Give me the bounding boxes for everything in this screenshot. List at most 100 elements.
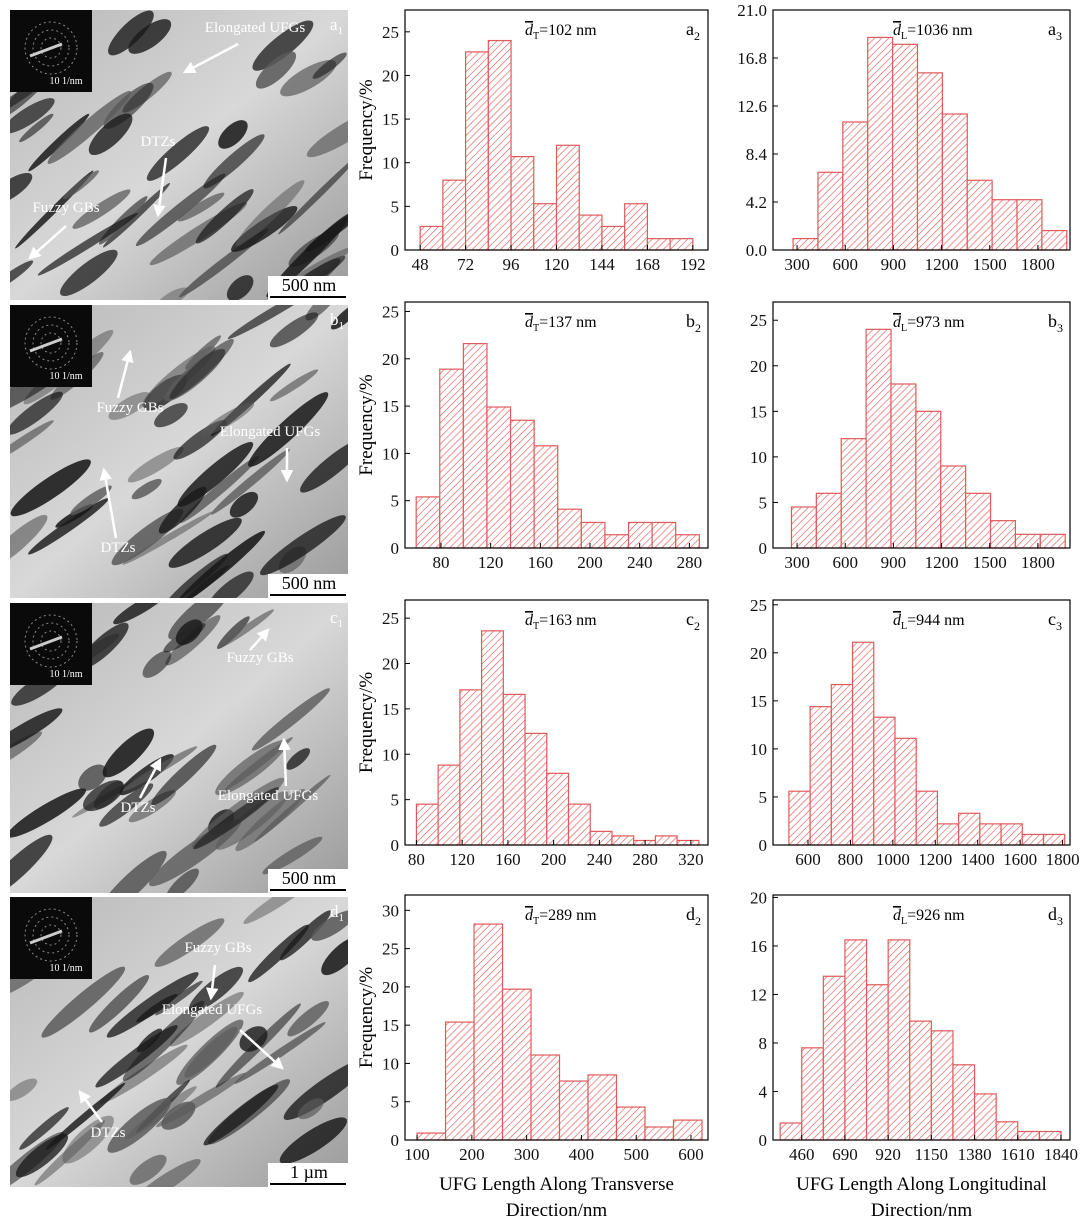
bar (627, 521, 653, 549)
x-tick-label: 200 (577, 553, 603, 572)
panel-sub: 1 (338, 618, 344, 630)
grain (287, 1001, 330, 1037)
x-tick-label: 320 (678, 850, 704, 869)
bar (465, 51, 489, 251)
panel-label: c2 (686, 609, 700, 633)
bar (558, 1080, 589, 1141)
grain (62, 1115, 114, 1164)
annotation-arrow (138, 757, 162, 799)
bar (416, 1132, 447, 1141)
grain (28, 113, 90, 172)
mean-label: dT=163 nm (525, 612, 597, 632)
grain (177, 441, 254, 507)
grain (279, 1117, 347, 1164)
grain (175, 619, 203, 646)
mean-symbol: d (893, 612, 902, 629)
grain (72, 189, 131, 229)
saed-ring (32, 29, 70, 67)
y-tick-label: 15 (382, 1016, 399, 1035)
x-tick-label: 80 (433, 553, 450, 572)
y-axis-label: Frequency/% (356, 79, 377, 180)
y-tick-label: 20 (382, 655, 399, 674)
bar (589, 830, 613, 846)
grain (156, 287, 189, 300)
annotation: DTZs (101, 540, 136, 556)
bar (615, 1106, 646, 1141)
grain (128, 19, 172, 54)
y-tick-label: 15 (750, 402, 767, 421)
grain (113, 603, 170, 625)
inset-scale: 10 1/nm (49, 371, 82, 382)
mean-label: dL=973 nm (893, 314, 965, 334)
grain (108, 392, 151, 420)
grain (10, 459, 91, 517)
x-axis-label: Direction/nm (871, 1200, 973, 1221)
grain (63, 170, 99, 200)
x-axis-label: UFG Length Along Transverse (439, 1174, 674, 1195)
x-tick-label: 1600 (1003, 850, 1037, 869)
bar (530, 1054, 561, 1141)
grain (297, 1098, 324, 1120)
bar (892, 43, 919, 251)
panel-label: b1 (330, 310, 344, 332)
y-tick-label: 0 (391, 241, 400, 260)
mean-value: =973 nm (907, 314, 965, 331)
grain (10, 172, 33, 205)
grain (286, 748, 311, 770)
bar (1000, 823, 1023, 846)
saed-inset (10, 10, 92, 92)
bar (867, 36, 894, 251)
panel-letter: d (330, 902, 339, 921)
beam-stop (29, 635, 63, 651)
annotation-arrow (28, 225, 67, 260)
bar (842, 121, 869, 251)
histogram-panel: 600 800 1000 1200 1400 1600 1800 0 5 10 15 20 25 dL=9… (750, 596, 1080, 869)
saed-ring (32, 916, 70, 954)
grain (161, 1101, 196, 1130)
annotation: DTZs (121, 800, 156, 816)
bar (941, 113, 968, 251)
bar (815, 492, 842, 549)
mean-value: =1036 nm (907, 22, 973, 39)
y-tick-label: 0 (759, 836, 768, 855)
y-tick-label: 10 (382, 444, 399, 463)
y-tick-label: 20 (382, 978, 399, 997)
x-tick-label: 280 (677, 553, 703, 572)
y-tick-label: 5 (391, 492, 400, 511)
mean-symbol: d (893, 22, 902, 39)
y-tick-label: 30 (382, 901, 399, 920)
histogram-panel: 48 72 96 120 144 168 192 0 5 10 15 20 25 dT=102 nm a2 F… (356, 9, 709, 274)
mean-value: =289 nm (539, 907, 597, 924)
bar (958, 812, 981, 846)
bar (462, 343, 488, 549)
x-tick-label: 460 (789, 1145, 815, 1164)
grain (312, 52, 347, 79)
mean-label: dT=289 nm (525, 907, 597, 927)
bar (510, 156, 535, 251)
annotation: Elongated UFGs (162, 1002, 263, 1018)
grain (229, 491, 259, 518)
annotation: Fuzzy GBs (32, 200, 99, 216)
panel-label: d2 (686, 904, 701, 928)
grain (185, 335, 222, 370)
x-tick-label: 1500 (973, 255, 1007, 274)
x-tick-label: 1800 (1021, 553, 1055, 572)
saed-ring (40, 37, 62, 59)
grain (103, 82, 154, 129)
grain (60, 249, 118, 297)
y-tick-label: 10 (750, 740, 767, 759)
bar (555, 144, 580, 251)
grain (178, 228, 269, 298)
y-tick-label: 15 (382, 110, 399, 129)
panel-label: b3 (1048, 311, 1063, 335)
bar (415, 803, 439, 846)
panel-label: d3 (1048, 904, 1063, 928)
grain (107, 1098, 172, 1153)
x-tick-label: 600 (832, 553, 858, 572)
mean-symbol: d (525, 22, 534, 39)
grain (300, 438, 348, 493)
scale-bar-label: 500 nm (282, 868, 337, 888)
saed-ring (24, 908, 78, 962)
bar (1017, 1130, 1040, 1141)
y-tick-label: 25 (382, 609, 399, 628)
